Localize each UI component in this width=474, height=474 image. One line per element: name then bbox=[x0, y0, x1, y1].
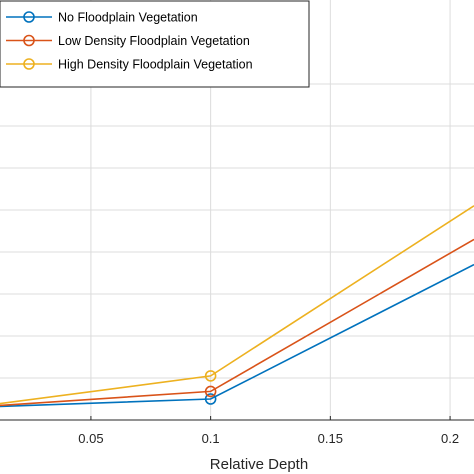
x-tick-labels: 0.05 0.1 0.15 0.2 bbox=[78, 431, 459, 446]
legend-box bbox=[0, 0, 310, 88]
axes bbox=[0, 416, 474, 421]
series-group bbox=[0, 205, 474, 408]
series-line-1 bbox=[0, 263, 474, 408]
legend-marker-1 bbox=[23, 11, 35, 23]
series-line-2 bbox=[0, 238, 474, 407]
series-line-3 bbox=[0, 205, 474, 405]
x-tick-label: 0.05 bbox=[78, 431, 103, 446]
grid bbox=[0, 0, 474, 420]
legend-marker-2 bbox=[23, 34, 35, 47]
legend: No Floodplain Vegetation Low Density Floo… bbox=[0, 0, 310, 88]
legend-label-2: Low Density Floodplain Vegetation bbox=[58, 34, 250, 48]
x-tick-label: 0.15 bbox=[318, 431, 343, 446]
x-axis-label: Relative Depth bbox=[210, 456, 308, 473]
legend-label-3: High Density Floodplain Vegetation bbox=[58, 58, 253, 72]
series-point-1 bbox=[204, 393, 217, 405]
series-point-3 bbox=[204, 370, 217, 382]
legend-marker-3 bbox=[23, 58, 35, 70]
x-tick-label: 0.1 bbox=[202, 431, 220, 446]
legend-label-1: No Floodplain Vegetation bbox=[58, 11, 198, 25]
x-tick-label: 0.2 bbox=[441, 431, 459, 446]
series-point-2 bbox=[204, 385, 217, 398]
